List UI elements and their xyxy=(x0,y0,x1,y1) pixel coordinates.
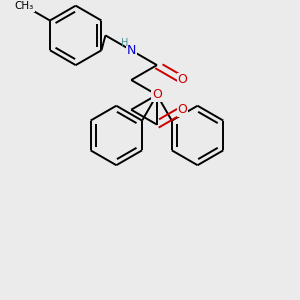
Text: N: N xyxy=(127,44,136,57)
Text: O: O xyxy=(152,88,162,101)
Text: O: O xyxy=(178,103,188,116)
Text: O: O xyxy=(178,74,188,86)
Text: N: N xyxy=(152,88,162,101)
Text: H: H xyxy=(121,38,128,48)
Text: CH₃: CH₃ xyxy=(15,1,34,11)
